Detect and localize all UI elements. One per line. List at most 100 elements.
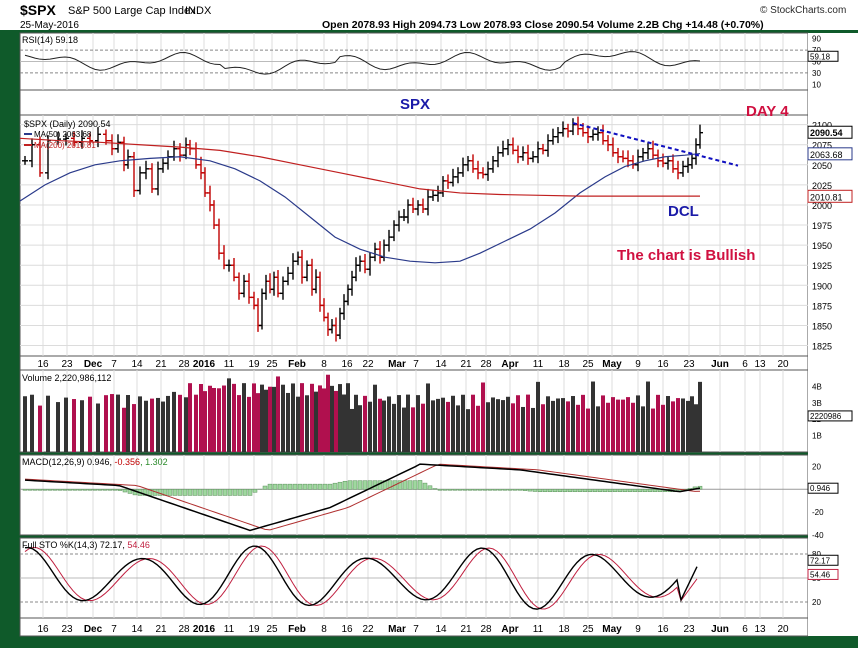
macd-histogram-bar (483, 489, 487, 490)
y-tick-volume: 4B (812, 382, 822, 391)
volume-bar (496, 399, 500, 452)
y-tick-price: 1925 (812, 261, 832, 271)
macd-histogram-bar (323, 484, 327, 489)
macd-histogram-bar (638, 489, 642, 491)
macd-histogram-bar (648, 489, 652, 491)
macd-histogram-bar (513, 489, 517, 490)
x-tick-bottom: 14 (131, 624, 143, 635)
chart-date: 25-May-2016 (20, 20, 79, 31)
volume-bar (286, 393, 290, 452)
x-tick-bottom: 16 (341, 624, 353, 635)
macd-histogram-bar (98, 489, 102, 490)
volume-bar (441, 398, 445, 452)
macd-histogram-bar (488, 489, 492, 490)
volume-bar (80, 400, 84, 452)
volume-bar (104, 395, 108, 452)
volume-bar (526, 395, 530, 452)
macd-histogram-bar (283, 484, 287, 489)
macd-histogram-bar (593, 489, 597, 491)
volume-bar (576, 405, 580, 452)
macd-histogram-bar (498, 489, 502, 490)
x-tick-top: 11 (533, 359, 544, 370)
symbol: $SPX (20, 2, 56, 18)
macd-histogram-bar (573, 489, 577, 491)
volume-bar (132, 404, 136, 452)
macd-histogram-bar (313, 484, 317, 489)
x-tick-top: 16 (341, 359, 353, 370)
y-tick-price: 1875 (812, 301, 832, 311)
volume-bar (199, 384, 203, 452)
sto-label: Full STO %K(14,3) 72.17, 54.46 (22, 540, 150, 550)
macd-histogram-bar (223, 489, 227, 495)
volume-bar (338, 384, 342, 452)
x-tick-top: 18 (558, 359, 570, 370)
y-tick-price: 2050 (812, 161, 832, 171)
x-tick-bottom: 22 (362, 624, 374, 635)
volume-bar (596, 406, 600, 452)
macd-histogram-bar (353, 481, 357, 490)
volume-bar (397, 395, 401, 452)
sto-k-tag: 72.17 (810, 556, 831, 565)
volume-bar (546, 396, 550, 452)
volume-bar (276, 376, 280, 452)
y-tick-rsi: 90 (812, 35, 821, 44)
macd-histogram-bar (583, 489, 587, 491)
x-tick-bottom: 20 (777, 624, 789, 635)
volume-bar (350, 409, 354, 452)
macd-histogram-bar (328, 484, 332, 489)
watermark: © StockCharts.com (760, 5, 846, 16)
x-tick-top: 25 (582, 359, 594, 370)
macd-histogram-bar (523, 489, 527, 490)
macd-histogram-bar (88, 489, 92, 490)
volume-bar (646, 382, 650, 452)
x-tick-top: 23 (61, 359, 73, 370)
y-tick-price: 1950 (812, 241, 832, 251)
x-tick-top: Dec (84, 359, 103, 370)
macd-histogram-bar (48, 489, 52, 490)
macd-histogram-bar (73, 489, 77, 490)
volume-bar (144, 401, 148, 452)
x-tick-top: May (602, 359, 622, 370)
y-tick-price: 1975 (812, 221, 832, 231)
volume-bar (116, 395, 120, 452)
x-tick-bottom: 6 (742, 624, 748, 635)
x-tick-bottom: 25 (582, 624, 594, 635)
volume-bar (363, 396, 367, 452)
volume-bar (296, 397, 300, 452)
macd-histogram-bar (458, 489, 462, 490)
y-tick-price: 1850 (812, 321, 832, 331)
volume-bar (382, 401, 386, 452)
x-tick-top: Mar (388, 359, 406, 370)
volume-bar (516, 395, 520, 452)
macd-histogram-bar (43, 489, 47, 490)
volume-bar (451, 396, 455, 452)
volume-bar (566, 401, 570, 452)
sto-d-tag: 54.46 (810, 570, 831, 579)
volume-bar (150, 399, 154, 452)
volume-bar (586, 409, 590, 452)
macd-histogram-bar (503, 489, 507, 490)
annotation-bullish: The chart is Bullish (617, 247, 755, 264)
volume-bar (281, 385, 285, 452)
x-tick-bottom: 28 (480, 624, 492, 635)
macd-histogram-bar (478, 489, 482, 490)
macd-histogram-bar (448, 489, 452, 490)
macd-histogram-bar (213, 489, 217, 495)
x-tick-top: 14 (131, 359, 143, 370)
volume-bar (521, 407, 525, 452)
macd-histogram-bar (318, 484, 322, 489)
x-tick-top: 2016 (193, 359, 216, 370)
volume-bar (551, 401, 555, 452)
volume-bar (481, 383, 485, 452)
volume-bar (242, 383, 246, 452)
macd-histogram-bar (268, 484, 272, 489)
volume-bar (456, 405, 460, 452)
x-tick-top: 6 (742, 359, 748, 370)
rsi-tag: 59.18 (810, 52, 831, 61)
macd-histogram-bar (553, 489, 557, 491)
macd-histogram-bar (33, 489, 37, 490)
volume-bar (676, 398, 680, 452)
y-tick-macd: 20 (812, 462, 821, 471)
x-tick-bottom: Mar (388, 624, 406, 635)
